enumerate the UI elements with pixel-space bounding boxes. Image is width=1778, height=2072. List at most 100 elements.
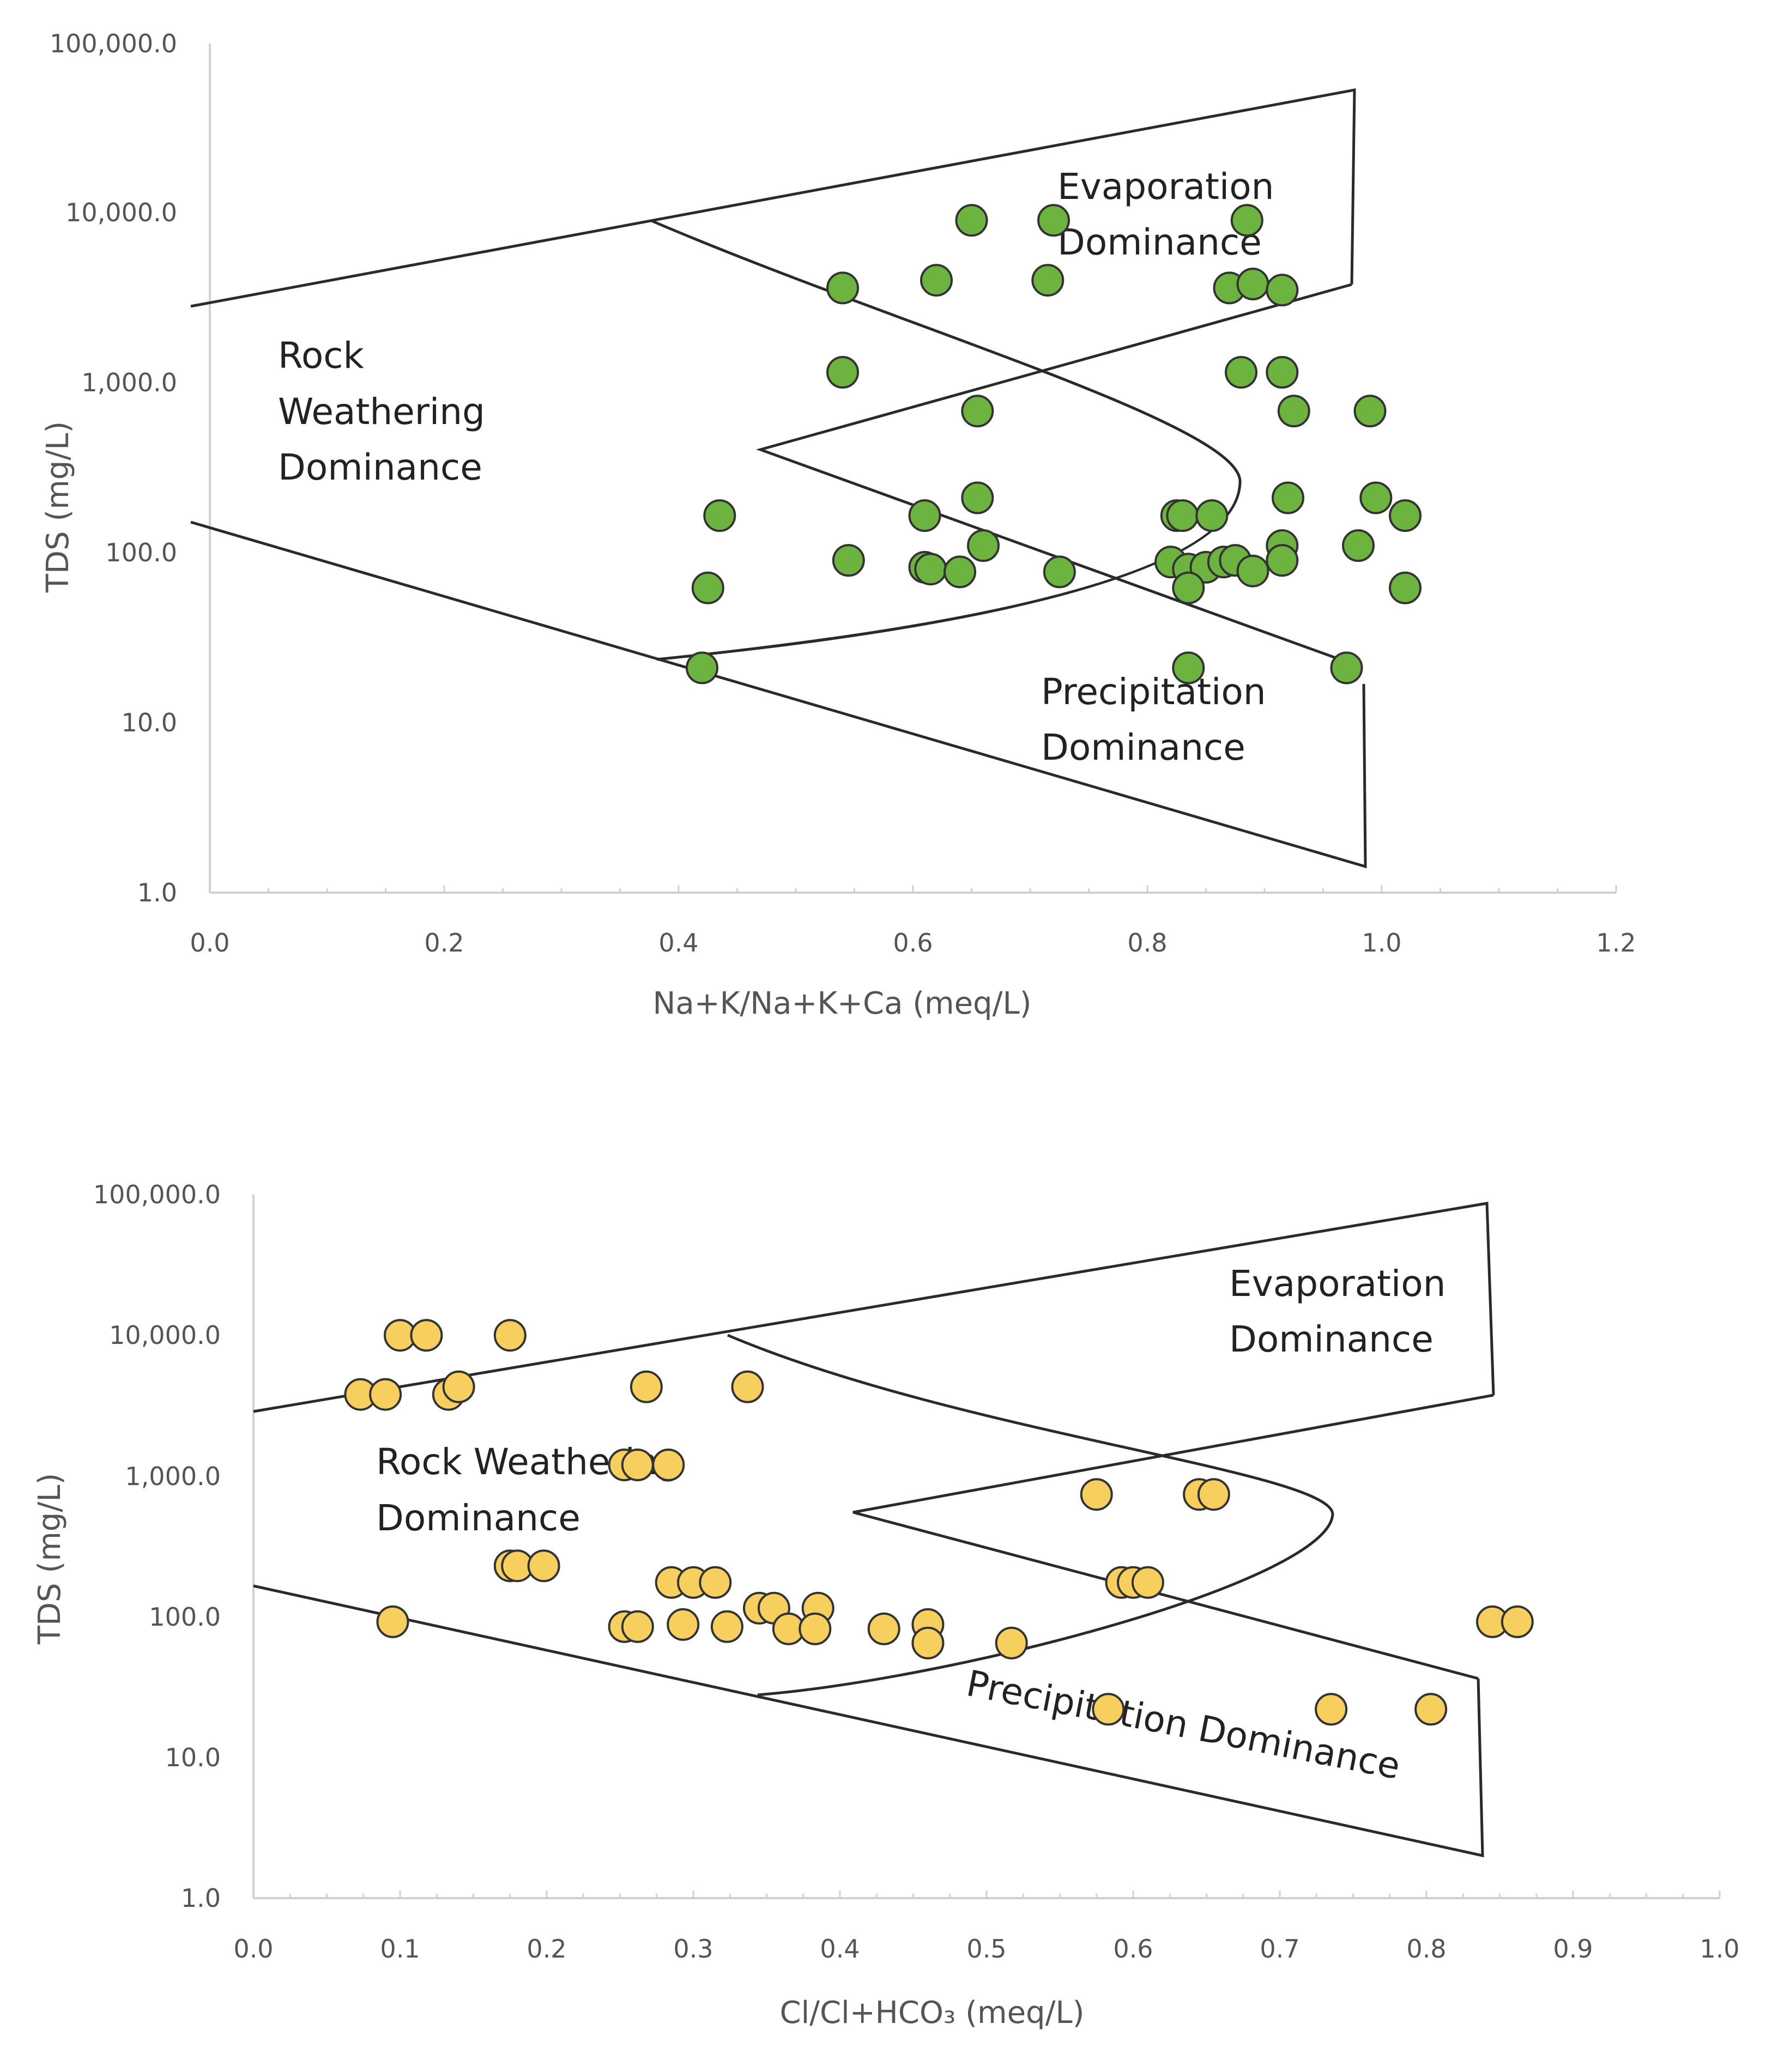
- data-point-2-34: [867, 1612, 900, 1645]
- data-points-2: [344, 1319, 1534, 1726]
- data-point-1-18: [703, 499, 736, 532]
- data-point-1-14: [1353, 395, 1387, 428]
- data-point-1-7: [1236, 268, 1269, 301]
- data-point-2-31: [710, 1610, 743, 1643]
- x-tick-2-8: 0.8: [1406, 1934, 1446, 1964]
- data-point-1-21: [1166, 499, 1199, 532]
- data-point-1-15: [961, 481, 994, 514]
- data-point-1-23: [1389, 499, 1422, 532]
- x-axis-label-1: Na+K/Na+K+Ca (meq/L): [652, 986, 1031, 1021]
- data-point-2-4: [369, 1378, 402, 1411]
- data-point-1-31: [1043, 555, 1076, 589]
- gibbs-boundary-2: [253, 1202, 1495, 1858]
- data-points-1: [686, 204, 1422, 684]
- y-tick-2-1: 10.0: [165, 1743, 221, 1772]
- data-point-1-30: [944, 555, 976, 589]
- y-tick-1-5: 100,000.0: [50, 29, 177, 58]
- data-point-2-1: [410, 1319, 443, 1352]
- data-point-1-41: [1389, 571, 1422, 604]
- data-point-1-12: [961, 395, 994, 428]
- x-tick-2-10: 1.0: [1700, 1934, 1739, 1964]
- gibbs-inner-2: [727, 1334, 1494, 1697]
- data-point-2-23: [1131, 1566, 1164, 1599]
- x-tick-2-4: 0.4: [820, 1934, 860, 1964]
- data-point-2-39: [1501, 1605, 1534, 1638]
- y-axis-label-1: TDS (mg/L): [40, 421, 76, 593]
- region-evap-line2-1: Dominance: [1057, 221, 1262, 263]
- data-point-1-5: [1031, 264, 1065, 297]
- x-tick-labels-1: 0.0 0.2 0.4 0.6 0.8 1.0 1.2: [190, 928, 1636, 958]
- data-point-2-8: [731, 1370, 764, 1403]
- y-tick-1-4: 10,000.0: [65, 198, 177, 227]
- data-point-1-8: [1266, 274, 1299, 307]
- data-point-2-42: [1414, 1693, 1448, 1726]
- data-point-2-36: [911, 1626, 945, 1659]
- x-tick-labels-2: 0.0 0.1 0.2 0.3 0.4 0.5 0.6 0.7 0.8 0.9 …: [233, 1934, 1739, 1964]
- y-tick-2-0: 1.0: [181, 1883, 221, 1913]
- data-point-1-11: [1266, 356, 1299, 389]
- region-precip-2: Precipitation Dominance: [963, 1662, 1404, 1788]
- data-point-2-2: [493, 1319, 527, 1352]
- gibbs-inner-1: [651, 219, 1363, 669]
- data-point-2-37: [995, 1626, 1028, 1659]
- x-tick-1-6: 1.2: [1596, 928, 1636, 958]
- data-point-2-33: [799, 1612, 832, 1645]
- region-precip-line1-1: Precipitation: [1041, 671, 1266, 713]
- y-tick-labels-1: 1.0 10.0 100.0 1,000.0 10,000.0 100,000.…: [50, 29, 177, 907]
- x-tick-1-4: 0.8: [1127, 928, 1167, 958]
- x-axis-label-2: Cl/Cl+HCO₃ (meq/L): [780, 1995, 1085, 2031]
- data-point-2-30: [667, 1608, 700, 1641]
- region-rock-line2-2: Dominance: [376, 1497, 580, 1539]
- data-point-2-14: [1197, 1478, 1230, 1511]
- y-tick-labels-2: 1.0 10.0 100.0 1,000.0 10,000.0 100,000.…: [93, 1180, 221, 1913]
- gibbs-outer-2: [253, 1202, 1495, 1858]
- x-tick-1-0: 0.0: [190, 928, 229, 958]
- x-tick-1-1: 0.2: [424, 928, 464, 958]
- data-point-2-41: [1315, 1693, 1348, 1726]
- data-point-1-27: [832, 544, 865, 577]
- gibbs-boundary-1: [190, 88, 1367, 869]
- data-point-1-9: [826, 356, 859, 389]
- data-point-2-6: [442, 1370, 475, 1403]
- data-point-1-40: [1172, 571, 1205, 604]
- y-tick-1-2: 100.0: [105, 538, 177, 567]
- x-tick-1-3: 0.6: [893, 928, 933, 958]
- data-point-1-29: [914, 553, 947, 586]
- data-point-1-44: [1330, 651, 1363, 684]
- x-tick-2-5: 0.5: [966, 1934, 1006, 1964]
- x-tick-2-6: 0.6: [1113, 1934, 1153, 1964]
- data-point-1-24: [967, 529, 1000, 562]
- x-tick-2-7: 0.7: [1260, 1934, 1299, 1964]
- region-labels-2: Rock Weathering Dominance Evaporation Do…: [376, 1263, 1446, 1788]
- data-point-1-4: [920, 264, 953, 297]
- chart-na-k-ratio: 1.0 10.0 100.0 1,000.0 10,000.0 100,000.…: [40, 29, 1636, 1021]
- data-point-2-12: [1080, 1478, 1113, 1511]
- y-axis-label-2: TDS (mg/L): [32, 1473, 68, 1645]
- data-point-2-17: [527, 1549, 560, 1583]
- y-tick-2-5: 100,000.0: [93, 1180, 221, 1209]
- data-point-1-39: [691, 571, 724, 604]
- data-point-1-42: [686, 651, 718, 684]
- region-evap-line2-2: Dominance: [1229, 1318, 1434, 1360]
- data-point-1-26: [1342, 529, 1375, 562]
- x-tick-2-9: 0.9: [1553, 1934, 1593, 1964]
- region-labels-1: Rock Weathering Dominance Evaporation Do…: [278, 166, 1274, 768]
- x-tick-2-3: 0.3: [673, 1934, 713, 1964]
- data-point-2-40: [1092, 1693, 1125, 1726]
- region-rock-line2-1: Weathering: [278, 391, 485, 433]
- data-point-2-10: [621, 1449, 654, 1481]
- data-point-1-16: [1272, 481, 1304, 514]
- data-point-2-27: [376, 1605, 409, 1638]
- data-point-1-38: [1266, 544, 1299, 577]
- data-point-1-19: [908, 499, 941, 532]
- y-tick-1-1: 10.0: [122, 708, 177, 737]
- data-point-2-20: [699, 1566, 732, 1599]
- y-tick-1-3: 1,000.0: [81, 368, 177, 397]
- gibbs-outer-1: [190, 88, 1367, 869]
- x-tick-1-2: 0.4: [658, 928, 698, 958]
- y-tick-2-3: 1,000.0: [125, 1462, 221, 1491]
- region-rock-line3-1: Dominance: [278, 446, 482, 488]
- data-point-2-29: [621, 1610, 654, 1643]
- region-evap-line1-1: Evaporation: [1057, 166, 1274, 208]
- region-evap-line1-2: Evaporation: [1229, 1263, 1446, 1305]
